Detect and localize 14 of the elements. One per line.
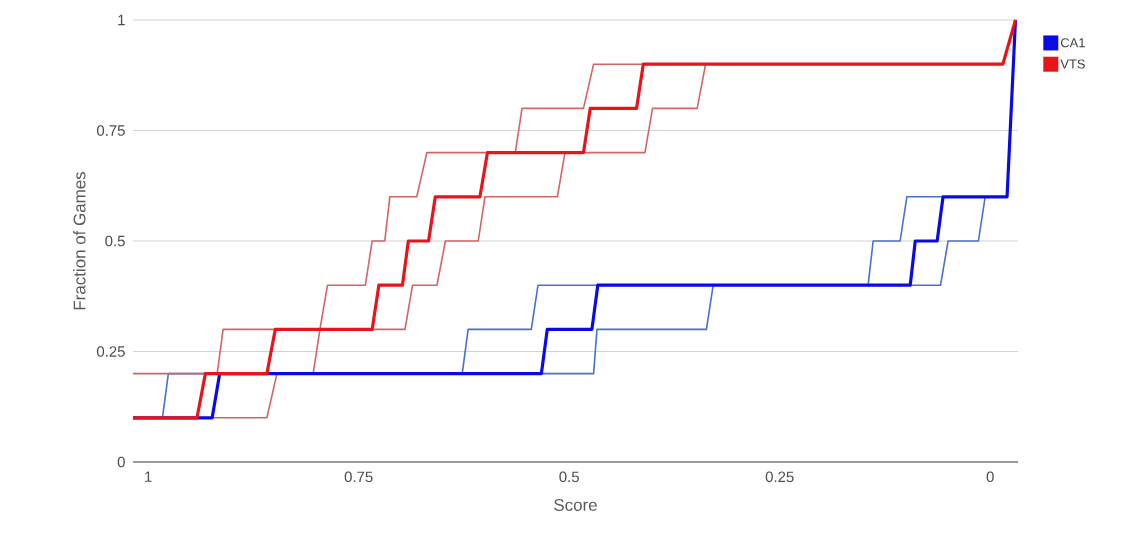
legend-label: VTS [1060,59,1085,69]
x-tick-label: 1 [145,471,152,482]
y-tick-label: 0.5 [105,235,125,247]
x-tick-label: 0.25 [765,471,794,483]
y-tick-label: 0.75 [96,125,125,136]
x-tick-label: 0.5 [559,471,579,483]
y-tick-label: 0.25 [96,346,125,357]
x-tick-label: 0.75 [344,471,373,483]
x-tick-label: 0 [986,471,994,483]
y-tick-label: 0 [117,456,125,468]
y-tick-label: 1 [118,14,125,26]
x-axis-title: Score [554,498,597,511]
legend-label: CA1 [1060,38,1085,48]
y-axis-title: Fraction of Games [73,171,86,310]
